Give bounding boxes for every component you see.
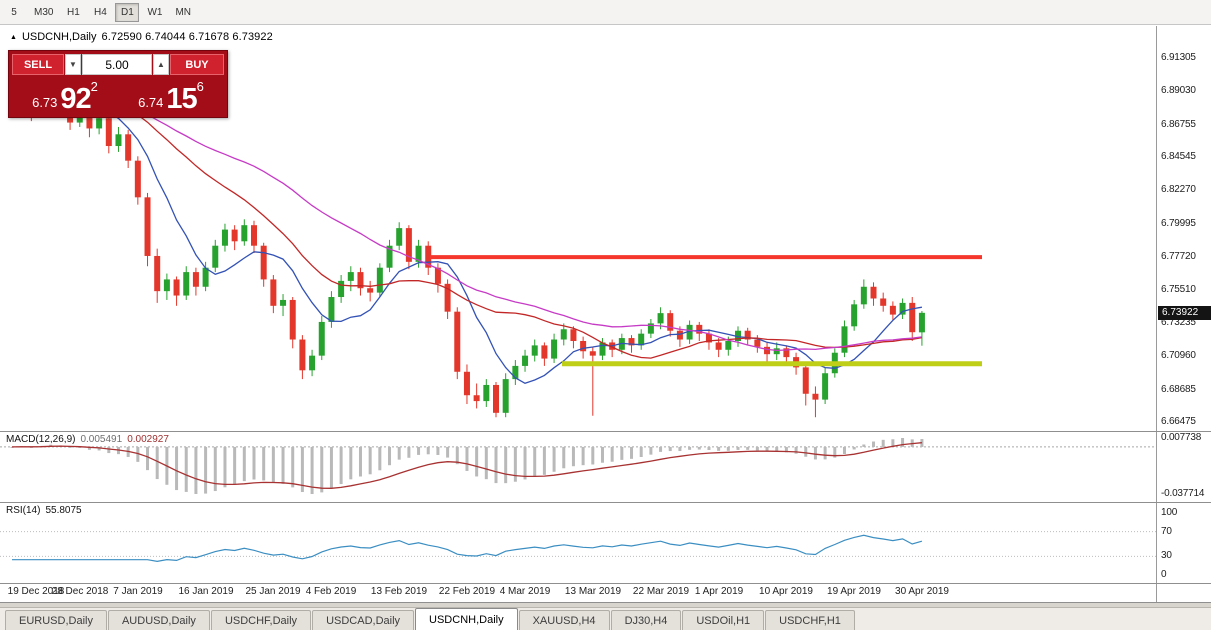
chart-tabs-bar: EURUSD,Daily AUDUSD,Daily USDCHF,Daily USDC… (0, 607, 1211, 630)
rsi-axis-label: 0 (1161, 569, 1167, 580)
price-axis-label: 6.89030 (1161, 85, 1196, 96)
rsi-value: 55.8075 (45, 505, 82, 516)
price-axis-label: 6.79995 (1161, 218, 1196, 229)
macd-panel-divider[interactable] (0, 431, 1211, 432)
time-axis-label: 19 Apr 2019 (827, 586, 881, 597)
buy-price-base: 6.74 (138, 95, 164, 110)
sell-price-point: 2 (90, 79, 98, 94)
chart-bottom-border (0, 602, 1211, 603)
buy-price-quote[interactable]: 6.74 15 6 (118, 77, 224, 114)
tab-usdchf-daily[interactable]: USDCHF,Daily (210, 610, 312, 630)
buy-price-point: 6 (196, 79, 204, 94)
price-axis-label: 6.68685 (1161, 384, 1196, 395)
price-axis-label: 6.84545 (1161, 151, 1196, 162)
price-axis-label: 6.75510 (1161, 284, 1196, 295)
macd-indicator-chart[interactable] (0, 432, 1156, 502)
macd-value-signal: 0.002927 (127, 434, 169, 445)
time-axis-label: 4 Feb 2019 (305, 586, 357, 597)
volume-input[interactable] (82, 54, 152, 75)
sell-price-quote[interactable]: 6.73 92 2 (12, 77, 118, 114)
sell-price-pips: 92 (60, 82, 91, 115)
rsi-indicator-chart[interactable] (0, 503, 1156, 583)
current-price-badge: 6.73922 (1158, 306, 1211, 320)
price-axis-label: 6.91305 (1161, 52, 1196, 63)
price-axis-label: 6.82270 (1161, 184, 1196, 195)
rsi-axis-label: 70 (1161, 526, 1172, 537)
chart-ohlc-values: 6.72590 6.74044 6.71678 6.73922 (101, 31, 273, 43)
rsi-axis-label: 30 (1161, 550, 1172, 561)
price-axis-label: 6.73235 (1161, 317, 1196, 328)
price-axis-label: 6.70960 (1161, 350, 1196, 361)
time-axis-label: 1 Apr 2019 (694, 586, 744, 597)
window-strip (0, 603, 1211, 607)
buy-button[interactable]: BUY (170, 54, 224, 75)
macd-axis-min-label: -0.037714 (1161, 488, 1205, 499)
price-axis-label: 6.66475 (1161, 416, 1196, 427)
chevron-down-icon: ▼ (69, 60, 77, 69)
time-axis-label: 16 Jan 2019 (178, 586, 234, 597)
time-axis-label: 19 Dec 2018 (7, 586, 65, 597)
timeframe-m30[interactable]: M30 (34, 6, 54, 18)
macd-name: MACD(12,26,9) (6, 434, 76, 445)
tab-usdcad-daily[interactable]: USDCAD,Daily (312, 610, 415, 630)
time-axis-label: 10 Apr 2019 (759, 586, 813, 597)
chart-symbol-label: USDCNH,Daily (21, 31, 97, 43)
trade-controls-row: SELL ▼ ▲ BUY (12, 54, 224, 75)
timeframe-mn[interactable]: MN (175, 6, 192, 18)
price-axis-label: 6.86755 (1161, 119, 1196, 130)
macd-signal-line (11, 442, 922, 489)
time-axis-label: 22 Mar 2019 (632, 586, 690, 597)
price-axis[interactable]: 6.91305 6.89030 6.86755 6.84545 6.82270 6.799… (1156, 26, 1211, 603)
time-axis-label: 30 Apr 2019 (895, 586, 949, 597)
tab-usdcnh-daily[interactable]: USDCNH,Daily (415, 608, 518, 630)
time-axis-label: 7 Jan 2019 (113, 586, 163, 597)
time-axis-divider (0, 583, 1211, 584)
ma-slow-line (11, 100, 922, 352)
time-axis-label: 28 Dec 2018 (51, 586, 109, 597)
tab-usdchf-h1[interactable]: USDCHF,H1 (765, 610, 855, 630)
timeframe-toolbar: 5 M30 H1 H4 D1 W1 MN (0, 0, 1211, 25)
volume-decrease-button[interactable]: ▼ (65, 54, 81, 75)
tab-eurusd-daily[interactable]: EURUSD,Daily (5, 610, 107, 630)
rsi-label: RSI(14) 55.8075 (6, 505, 82, 516)
macd-histogram (10, 438, 924, 494)
time-axis-label: 25 Jan 2019 (245, 586, 301, 597)
tab-dj30-h4[interactable]: DJ30,H4 (610, 610, 682, 630)
time-axis-label: 4 Mar 2019 (499, 586, 551, 597)
time-axis-label: 13 Mar 2019 (564, 586, 622, 597)
collapse-icon[interactable]: ▲ (10, 33, 17, 41)
tab-xauusd-h4[interactable]: XAUUSD,H4 (518, 610, 610, 630)
sell-price-base: 6.73 (32, 95, 58, 110)
timeframe-h4[interactable]: H4 (94, 6, 107, 18)
macd-label: MACD(12,26,9) 0.005491 0.002927 (6, 434, 169, 445)
timeframe-d1[interactable]: D1 (115, 2, 140, 22)
macd-axis-max-label: 0.007738 (1161, 432, 1202, 443)
tab-usdoil-h1[interactable]: USDOil,H1 (682, 610, 765, 630)
sell-button[interactable]: SELL (12, 54, 64, 75)
ma-fast-line (11, 97, 923, 385)
rsi-panel-divider[interactable] (0, 502, 1211, 503)
chart-title: ▲ USDCNH,Daily 6.72590 6.74044 6.71678 6… (10, 31, 273, 43)
time-axis-label: 13 Feb 2019 (370, 586, 428, 597)
time-axis[interactable]: 19 Dec 2018 28 Dec 2018 7 Jan 2019 16 Jan 2… (0, 584, 1156, 602)
rsi-axis-label: 100 (1161, 507, 1178, 518)
time-axis-label: 22 Feb 2019 (438, 586, 496, 597)
rsi-line (12, 534, 923, 563)
tab-audusd-daily[interactable]: AUDUSD,Daily (107, 610, 210, 630)
trade-quotes-row: 6.73 92 2 6.74 15 6 (12, 77, 224, 114)
timeframe-w1[interactable]: W1 (147, 6, 163, 18)
macd-value-main: 0.005491 (80, 434, 123, 445)
buy-price-pips: 15 (166, 82, 197, 115)
timeframe-5[interactable]: 5 (11, 6, 17, 18)
chevron-up-icon: ▲ (157, 60, 165, 69)
ma-mid-line (11, 99, 923, 359)
timeframe-h1[interactable]: H1 (67, 6, 80, 18)
price-axis-label: 6.77720 (1161, 251, 1196, 262)
volume-increase-button[interactable]: ▲ (153, 54, 169, 75)
rsi-name: RSI(14) (6, 505, 41, 516)
